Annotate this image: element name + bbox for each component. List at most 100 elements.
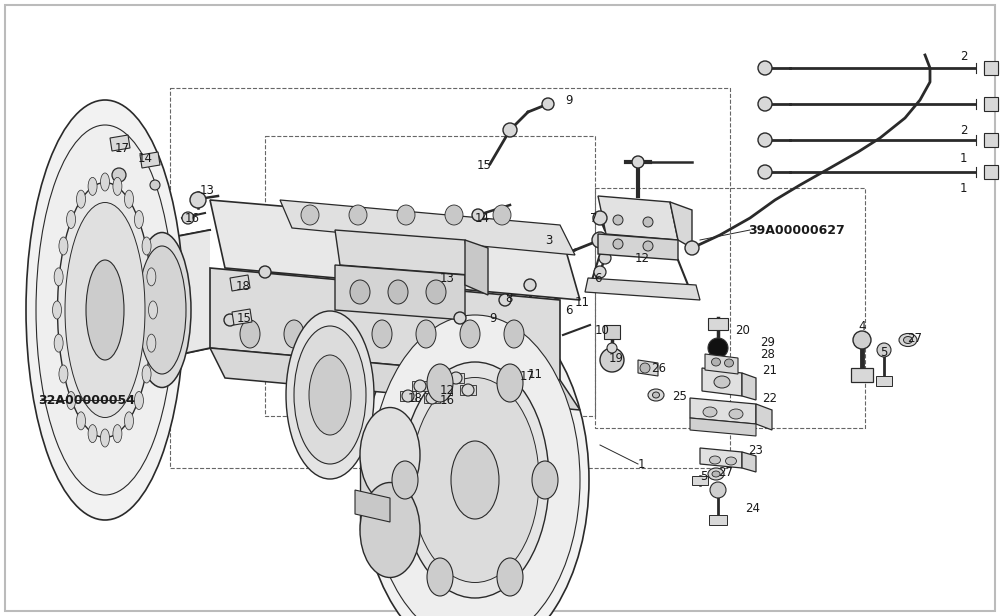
Polygon shape: [598, 196, 678, 240]
Text: 16: 16: [185, 211, 200, 224]
Polygon shape: [210, 268, 560, 380]
Ellipse shape: [564, 541, 576, 562]
Text: 10: 10: [595, 323, 610, 336]
Ellipse shape: [401, 362, 549, 598]
Circle shape: [593, 211, 607, 225]
Ellipse shape: [497, 558, 523, 596]
Polygon shape: [670, 202, 692, 248]
Bar: [984, 133, 998, 147]
Ellipse shape: [84, 118, 95, 142]
Ellipse shape: [337, 453, 345, 467]
Circle shape: [112, 168, 126, 182]
Ellipse shape: [360, 408, 420, 503]
Polygon shape: [465, 240, 488, 295]
Ellipse shape: [56, 443, 67, 467]
Text: 21: 21: [762, 363, 777, 376]
Circle shape: [710, 482, 726, 498]
Text: 1: 1: [960, 182, 968, 195]
Ellipse shape: [162, 378, 173, 402]
Ellipse shape: [77, 412, 86, 430]
Text: 13: 13: [440, 272, 455, 285]
Ellipse shape: [372, 320, 392, 348]
Ellipse shape: [326, 456, 334, 470]
Bar: [984, 97, 998, 111]
Circle shape: [758, 61, 772, 75]
Ellipse shape: [347, 443, 355, 457]
Text: 29: 29: [760, 336, 775, 349]
Ellipse shape: [59, 237, 68, 255]
Ellipse shape: [70, 464, 81, 488]
Text: 6: 6: [594, 272, 602, 285]
Circle shape: [758, 97, 772, 111]
Polygon shape: [210, 200, 580, 300]
Text: 1: 1: [960, 152, 968, 164]
Bar: [851, 368, 873, 382]
Ellipse shape: [124, 190, 134, 208]
Circle shape: [643, 217, 653, 227]
Ellipse shape: [100, 483, 110, 507]
Ellipse shape: [729, 409, 743, 419]
Ellipse shape: [284, 320, 304, 348]
Text: 39A00000627: 39A00000627: [748, 224, 845, 237]
Ellipse shape: [115, 479, 126, 503]
Text: 11: 11: [528, 368, 543, 381]
Text: 3: 3: [545, 233, 552, 246]
Polygon shape: [230, 275, 250, 291]
Ellipse shape: [469, 304, 481, 326]
Ellipse shape: [124, 412, 134, 430]
Bar: [448, 373, 464, 383]
Ellipse shape: [294, 326, 366, 464]
Ellipse shape: [703, 407, 717, 417]
Ellipse shape: [138, 246, 186, 374]
Circle shape: [632, 156, 644, 168]
Circle shape: [628, 211, 642, 225]
Ellipse shape: [36, 125, 174, 495]
Text: 20: 20: [735, 323, 750, 336]
Text: 17: 17: [115, 142, 130, 155]
Ellipse shape: [168, 298, 180, 322]
Circle shape: [640, 363, 650, 373]
Ellipse shape: [32, 257, 43, 281]
Ellipse shape: [648, 389, 664, 401]
Ellipse shape: [59, 365, 68, 383]
Ellipse shape: [493, 205, 511, 225]
Circle shape: [592, 232, 608, 248]
Circle shape: [438, 384, 450, 396]
Ellipse shape: [574, 469, 586, 491]
Circle shape: [462, 384, 474, 396]
Ellipse shape: [571, 506, 583, 528]
Polygon shape: [742, 452, 756, 472]
Ellipse shape: [286, 311, 374, 479]
Ellipse shape: [54, 268, 63, 286]
Ellipse shape: [292, 409, 300, 423]
Ellipse shape: [361, 300, 589, 616]
Ellipse shape: [446, 308, 458, 330]
Ellipse shape: [904, 336, 912, 344]
Ellipse shape: [148, 301, 158, 319]
Ellipse shape: [162, 217, 173, 241]
Circle shape: [542, 98, 554, 110]
Text: 24: 24: [745, 501, 760, 514]
Ellipse shape: [46, 413, 57, 437]
Bar: [708, 318, 728, 330]
Ellipse shape: [404, 598, 416, 616]
Text: 9: 9: [565, 94, 572, 107]
Polygon shape: [702, 368, 742, 396]
Ellipse shape: [67, 211, 76, 229]
Ellipse shape: [551, 572, 563, 594]
Circle shape: [685, 241, 699, 255]
Text: 6: 6: [565, 304, 572, 317]
Circle shape: [594, 266, 606, 278]
Circle shape: [708, 338, 728, 358]
Circle shape: [524, 279, 536, 291]
Ellipse shape: [129, 131, 140, 155]
Ellipse shape: [367, 432, 379, 454]
Ellipse shape: [301, 205, 319, 225]
Text: 23: 23: [748, 444, 763, 456]
Ellipse shape: [504, 320, 524, 348]
Ellipse shape: [532, 461, 558, 499]
Circle shape: [450, 372, 462, 384]
Text: 5: 5: [700, 469, 707, 482]
Ellipse shape: [67, 392, 76, 410]
Ellipse shape: [88, 424, 97, 443]
